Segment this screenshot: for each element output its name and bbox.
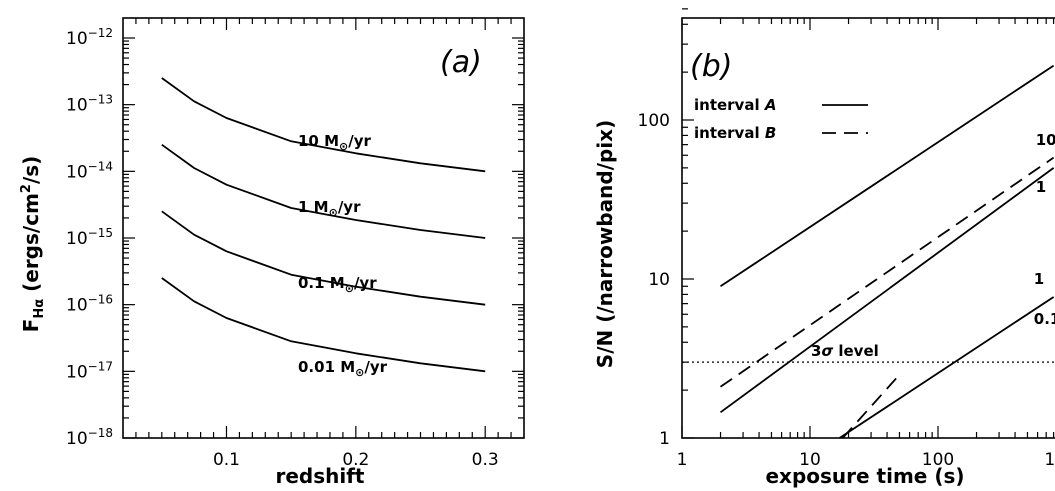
panel-b: 1101001000110100 3σ level interval Ainte… — [593, 8, 1055, 488]
panel-a-ytick-label: 10−15 — [66, 226, 113, 249]
panel-a: 0.1 0.2 0.3 10−18 10−17 10−16 10−15 10−14 10−13 1… — [19, 17, 525, 488]
panel-b-xlabel: exposure time (s) — [765, 464, 964, 488]
panel-b-xtick-label: 1000 — [1044, 450, 1055, 470]
panel-b-curve-label: 1 — [1034, 270, 1044, 288]
panel-a-curves: 10 M⊙/yr 1 M⊙/yr 0.1 M⊙/yr 0.01 M⊙/yr — [161, 77, 486, 379]
panel-b-curve-label: 10 — [1036, 131, 1055, 149]
panel-b-curve-solid — [839, 296, 1055, 439]
panel-a-ticks: 0.1 0.2 0.3 10−18 10−17 10−16 10−15 10−14 10−13 1… — [66, 18, 524, 470]
panel-a-frame — [122, 17, 525, 439]
panel-a-ytick-label: 10−13 — [66, 93, 113, 116]
panel-b-ylabel: S/N (/narrowband/pix) — [593, 120, 617, 368]
panel-a-ytick-label: 10−12 — [66, 26, 113, 49]
panel-b-curve-dashed — [719, 156, 1055, 388]
panel-b-curve-dashed — [842, 374, 901, 439]
panel-a-xlabel: redshift — [275, 464, 364, 488]
panel-a-curve-label: 0.1 M⊙/yr — [298, 274, 377, 295]
panel-a-label: (a) — [440, 45, 482, 80]
panel-a-xtick-label: 0.1 — [213, 450, 240, 470]
panel-b-curve-label: 1 — [1036, 178, 1046, 196]
panel-b-ytick-label: 100 — [638, 111, 670, 131]
panel-a-curve — [161, 210, 486, 306]
panel-a-xtick-label: 0.2 — [342, 450, 369, 470]
legend-entry-label: interval B — [694, 124, 776, 142]
panel-b-ytick-label: 1 — [659, 429, 670, 449]
panel-b-ytick-label: 10 — [648, 270, 670, 290]
panel-a-ylabel: FHα (ergs/cm2/s) — [19, 156, 47, 333]
panel-b-xtick-label: 100 — [922, 450, 954, 470]
panel-a-ytick-label: 10−18 — [66, 426, 113, 449]
panel-b-curve-solid — [719, 167, 1055, 414]
panel-b-xtick-label: 1 — [677, 450, 688, 470]
panel-a-curve — [161, 277, 486, 373]
panel-b-label: (b) — [690, 49, 732, 84]
panel-a-curve — [161, 77, 486, 173]
panel-a-ytick-label: 10−16 — [66, 293, 113, 316]
panel-b-xtick-label: 10 — [799, 450, 821, 470]
panel-a-ytick-label: 10−17 — [66, 359, 113, 382]
threshold-3sigma-label: 3σ level — [811, 342, 879, 360]
panel-a-curve — [161, 143, 486, 239]
panel-a-curve-label: 10 M⊙/yr — [298, 132, 372, 153]
panel-a-xtick-label: 0.3 — [472, 450, 499, 470]
panel-b-curves — [719, 64, 1055, 439]
legend-entry-label: interval A — [694, 96, 776, 114]
panel-b-curve-labels: 10 M⊙/yr10110.1 — [1034, 131, 1055, 328]
panel-a-curve-label: 1 M⊙/yr — [298, 198, 361, 219]
panel-b-curve-solid — [720, 64, 1055, 288]
panel-b-ticks: 1 10 100 1000 1 10 100 — [638, 8, 1055, 470]
panel-b-frame — [681, 17, 1055, 439]
panel-b-curve-label: 0.1 — [1034, 310, 1055, 328]
panel-b-legend: interval A interval B — [694, 96, 868, 142]
panel-a-curve-label: 0.01 M⊙/yr — [298, 358, 388, 379]
panel-a-ytick-label: 10−14 — [66, 159, 113, 182]
